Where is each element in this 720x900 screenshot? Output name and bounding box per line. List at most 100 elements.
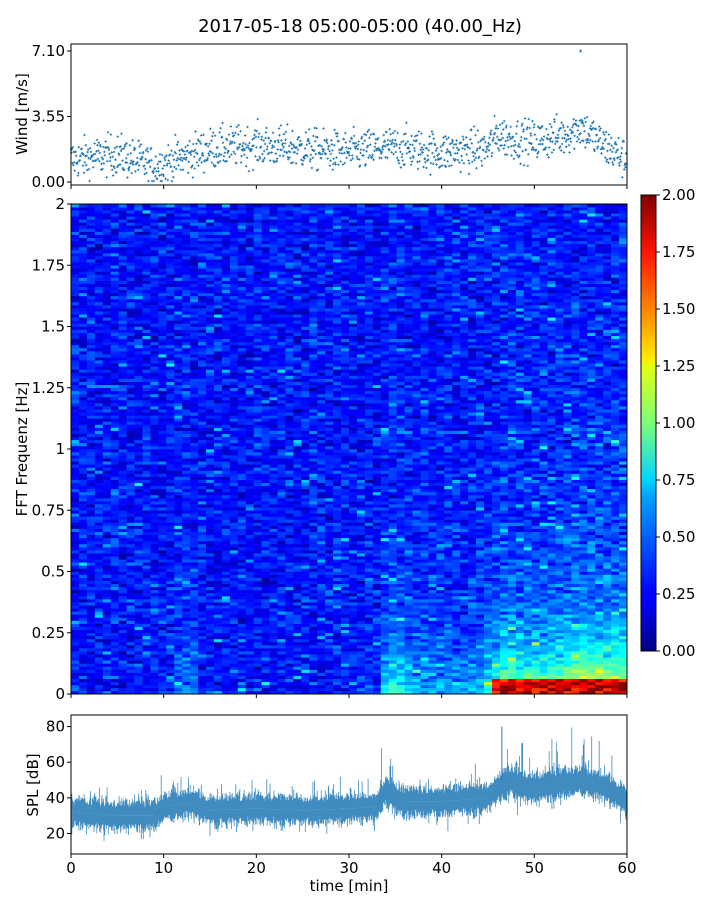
spectrogram-cell — [142, 675, 151, 679]
spectrogram-cell — [420, 632, 429, 637]
spectrogram-cell — [245, 553, 254, 557]
spectrogram-cell — [78, 651, 88, 655]
spectrogram-cell — [571, 620, 580, 624]
spectrogram-cell — [285, 660, 294, 664]
spectrogram-cell — [277, 651, 286, 655]
spectrogram-cell — [293, 592, 302, 597]
spectrogram-cell — [221, 571, 231, 575]
spectrogram-cell — [206, 577, 215, 581]
spectrogram-cell — [523, 599, 532, 603]
spectrogram-cell — [229, 617, 239, 621]
spectrogram-cell — [213, 559, 223, 563]
spectrogram-cell — [531, 583, 540, 588]
spectrogram-cell — [499, 583, 509, 588]
spectrogram-cell — [603, 540, 612, 545]
spectrogram-cell — [555, 596, 564, 600]
spectrogram-cell — [174, 592, 183, 597]
spectrogram-cell — [611, 629, 620, 634]
spectrogram-cell — [285, 678, 294, 683]
spectrogram-cell — [221, 620, 231, 624]
spectrogram-cell — [531, 605, 540, 609]
spectrogram-cell — [126, 645, 135, 649]
spectrogram-cell — [134, 599, 143, 603]
spectrogram-cell — [245, 577, 254, 581]
wind-point — [105, 146, 108, 149]
spectrogram-cell — [555, 611, 564, 615]
spectrogram-cell — [78, 605, 88, 609]
spectrogram-cell — [349, 684, 358, 689]
spectrogram-cell — [460, 632, 469, 637]
wind-point — [196, 138, 200, 141]
wind-point — [176, 140, 180, 144]
spectrogram-cell — [341, 648, 350, 652]
spectrogram-cell — [245, 531, 254, 536]
spectrogram-cell — [221, 553, 231, 557]
wind-y-tick-label: 7.10 — [32, 42, 65, 60]
spectrogram-cell — [619, 580, 628, 585]
spectrogram-cell — [78, 687, 88, 692]
spectrogram-cell — [253, 651, 262, 655]
spectrogram-cell — [380, 602, 390, 606]
spectrogram-cell — [190, 687, 199, 692]
spectrogram-cell — [285, 556, 294, 560]
spectrogram-cell — [420, 589, 429, 594]
spectrogram-cell — [182, 645, 191, 649]
spectrogram-cell — [364, 580, 374, 585]
spectrogram-cell — [428, 589, 437, 594]
spectrogram-cell — [142, 657, 151, 661]
spectrogram-cell — [412, 620, 421, 624]
spectrogram-cell — [547, 568, 556, 572]
spectrogram-cell — [507, 617, 517, 621]
spectrogram-cell — [539, 629, 548, 634]
spectrogram-cell — [253, 534, 262, 539]
spectrogram-cell — [341, 687, 350, 692]
spectrogram-cell — [253, 632, 262, 637]
spectrogram-cell — [388, 577, 397, 581]
spectrogram-cell — [118, 663, 127, 667]
spectrogram-cell — [499, 574, 509, 578]
spectrogram-cell — [261, 596, 270, 600]
spectrogram-cell — [206, 641, 215, 646]
spectrogram-cell — [71, 534, 80, 539]
spectrogram-cell — [102, 547, 112, 551]
spectrogram-cell — [515, 684, 525, 689]
spectrogram-cell — [150, 553, 159, 557]
spectrogram-cell — [229, 687, 239, 692]
spectrogram-cell — [388, 635, 397, 640]
spectrogram-cell — [555, 623, 564, 627]
spectrogram-cell — [71, 620, 80, 624]
spectrogram-cell — [277, 632, 286, 637]
spectrogram-cell — [261, 635, 270, 640]
spectrogram-cell — [356, 675, 366, 679]
spectrogram-cell — [595, 635, 604, 640]
spectrogram-cell — [364, 657, 374, 661]
spectrogram-cell — [523, 537, 532, 542]
spectrogram-cell — [213, 540, 223, 545]
spectrogram-cell — [531, 648, 540, 652]
spectrogram-cell — [94, 666, 104, 670]
spectrogram-cell — [158, 577, 167, 581]
spectrogram-cell — [71, 589, 80, 594]
spectrogram-cell — [293, 611, 302, 615]
spectrogram-cell — [134, 531, 143, 536]
spectrogram-cell — [182, 687, 191, 692]
spectrogram-cell — [253, 592, 262, 597]
spectrogram-cell — [444, 657, 453, 661]
wind-point — [187, 171, 190, 175]
spectrogram-cell — [563, 547, 572, 551]
spectrogram-cell — [134, 626, 143, 630]
spectrogram-cell — [563, 602, 572, 606]
wind-point — [143, 164, 146, 168]
spectrogram-cell — [619, 675, 628, 679]
spectrogram-cell — [595, 663, 604, 667]
spectrogram-cell — [372, 623, 382, 627]
spectrogram-cell — [245, 675, 254, 679]
spectrogram-cell — [380, 672, 390, 676]
spectrogram-cell — [309, 669, 318, 673]
spectrogram-cell — [118, 641, 127, 646]
spectrogram-cell — [309, 599, 318, 603]
spectrogram-cell — [587, 660, 596, 664]
spectrogram-cell — [619, 623, 628, 627]
wind-point — [172, 158, 176, 161]
spectrogram-cell — [428, 550, 437, 554]
